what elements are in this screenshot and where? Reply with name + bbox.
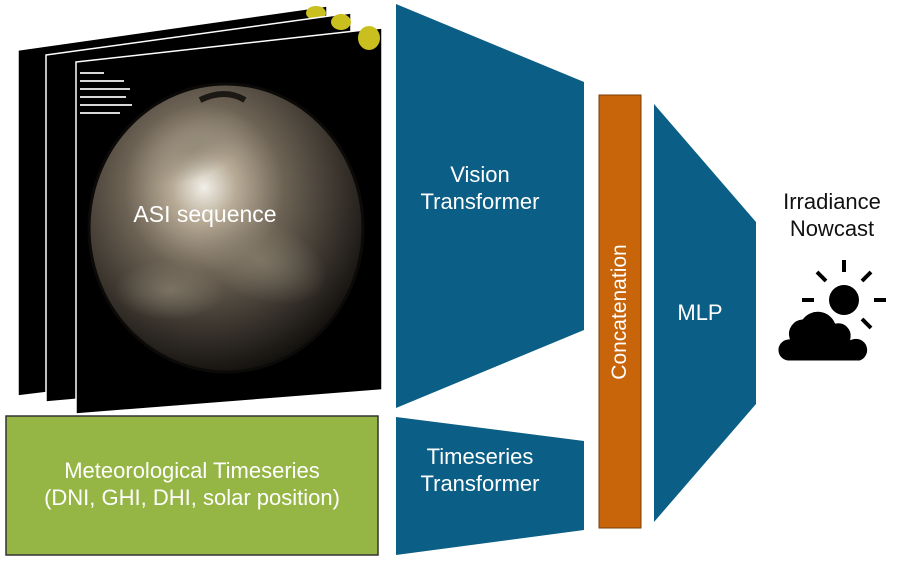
asi-frame-front <box>75 26 383 415</box>
timeseries-transformer-block <box>396 417 584 555</box>
frame-marker <box>358 26 380 50</box>
asi-sequence-label: ASI sequence <box>133 201 277 227</box>
meteorological-timeseries-block <box>5 415 379 556</box>
mlp-label: MLP <box>677 300 723 325</box>
vision-transformer-block <box>396 4 584 408</box>
asi-image-stack <box>17 5 383 415</box>
irradiance-nowcast-label: Irradiance Nowcast <box>783 189 881 241</box>
concatenation-block <box>598 94 642 529</box>
vision-transformer-label: Vision Transformer <box>420 162 540 214</box>
meteorological-timeseries-label: Meteorological Timeseries (DNI, GHI, DHI… <box>44 458 340 510</box>
mlp-block <box>654 104 756 522</box>
sky-image <box>87 82 365 374</box>
frame-marker <box>331 14 351 30</box>
sun-behind-cloud-icon <box>775 260 886 364</box>
image-overlay-text <box>80 72 132 114</box>
timeseries-transformer-label: Timeseries Transformer <box>420 444 540 496</box>
